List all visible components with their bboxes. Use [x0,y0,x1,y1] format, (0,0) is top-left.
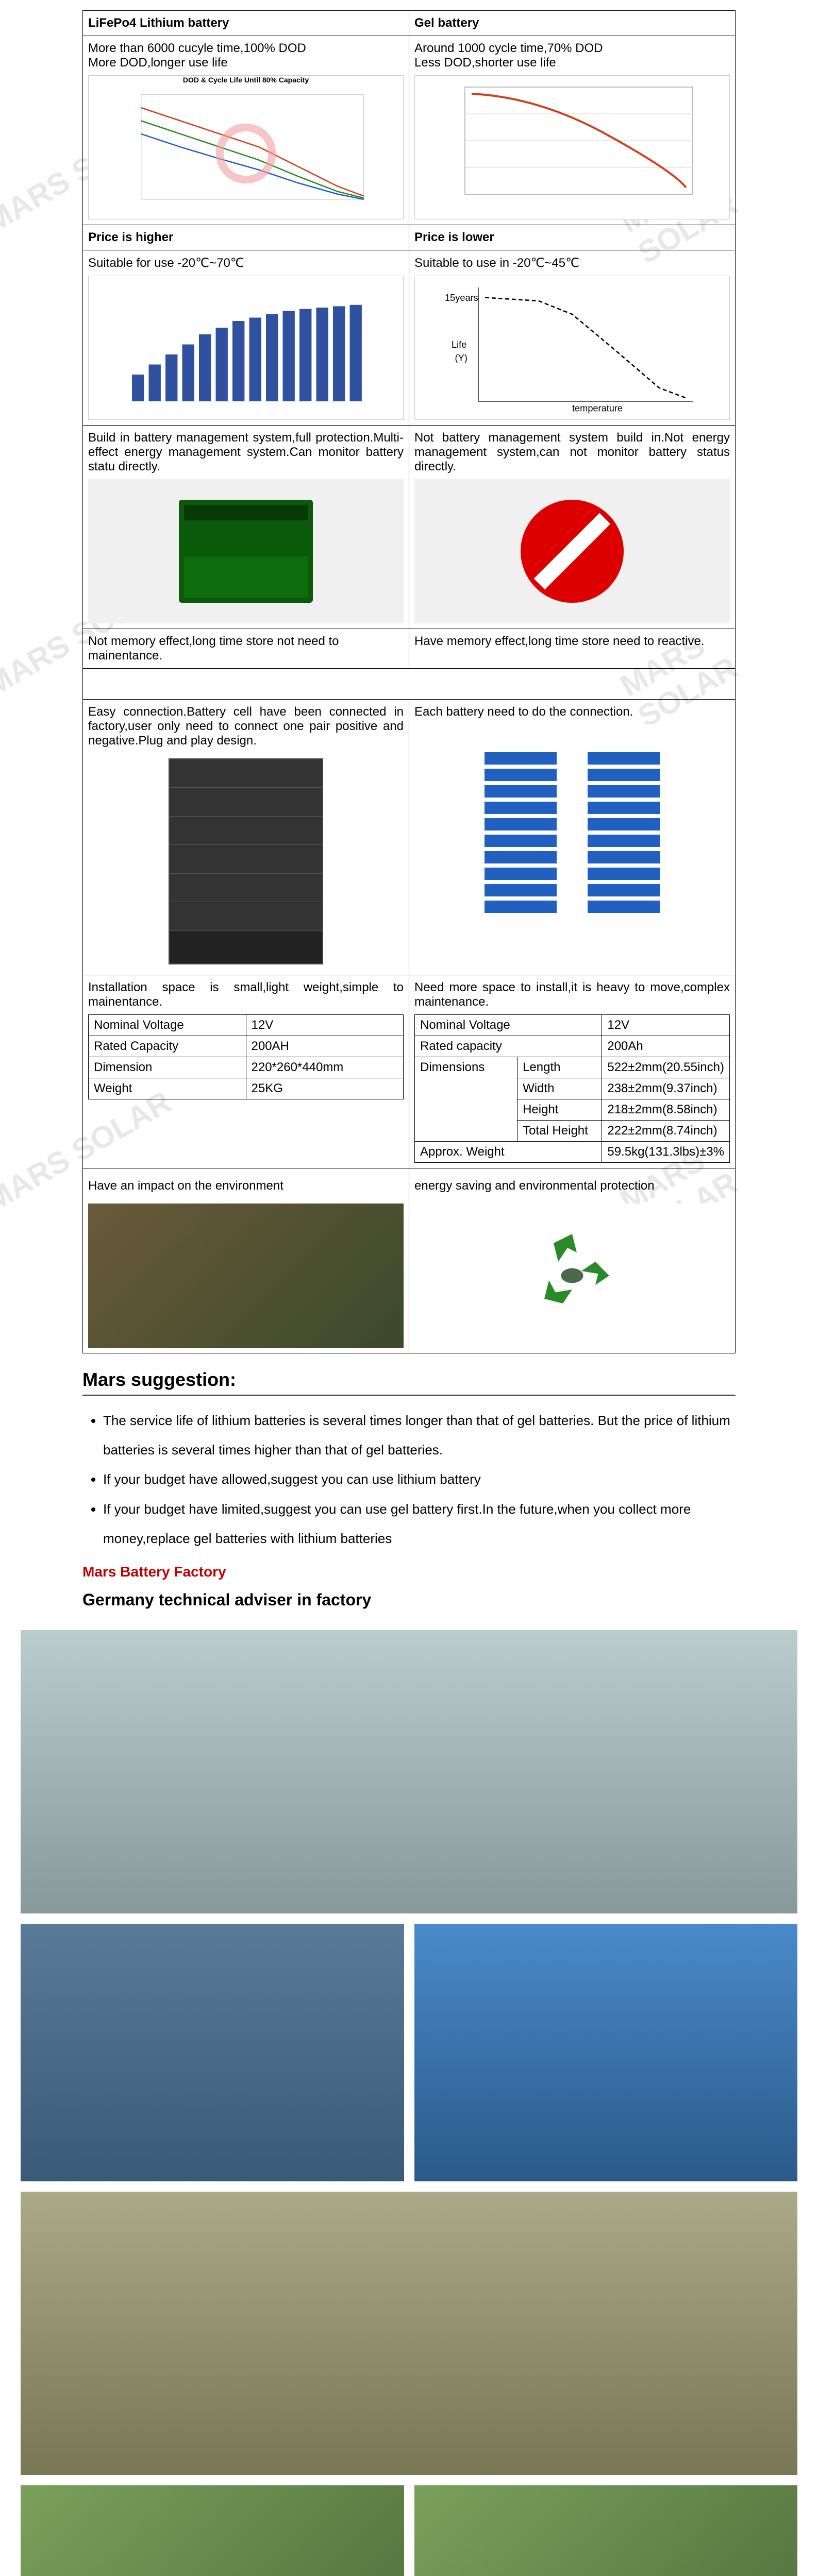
waste-image [88,1204,404,1348]
x-label: temperature [572,403,623,414]
y-label: 15years [445,293,478,303]
temp-right: Suitable to use in -20℃~45℃ 15years Life… [409,250,736,426]
suggestion-item: If your budget have allowed,suggest you … [103,1465,736,1494]
spec-label: Approx. Weight [415,1142,602,1163]
env-left: Have an impact on the environment [83,1168,409,1353]
recycle-icon [526,1229,619,1322]
spec-val: 220*260*440mm [246,1057,404,1078]
spec-label: Nominal Voltage [415,1015,602,1036]
spec-val: 522±2mm(20.55inch) [602,1057,730,1078]
temp-left: Suitable for use -20℃~70℃ [83,250,409,426]
temp-text-left: Suitable for use -20℃~70℃ [88,256,404,270]
dod-chart-svg [89,88,403,219]
factory-subheading: Germany technical adviser in factory [82,1590,736,1609]
connection-right: Each battery need to do the connection. [409,700,736,975]
temp-bar-svg [89,281,403,415]
spec-label: Nominal Voltage [89,1015,246,1036]
spec-label: Weight [89,1078,246,1099]
chart-title: DOD & Cycle Life Until 80% Capacity [183,76,309,84]
factory-photo-1 [21,1630,797,1913]
spec-val: 12V [246,1015,404,1036]
spec-val: 59.5kg(131.3lbs)±3% [602,1142,730,1163]
spec-sublabel: Total Height [517,1121,602,1142]
factory-photo-2 [21,1924,404,2181]
spec-val: 12V [602,1015,730,1036]
lithium-spec-table: Nominal Voltage12V Rated Capacity200AH D… [88,1014,404,1099]
life-unit: (Y) [455,353,468,363]
temp-chart-left [88,276,404,420]
price-left: Price is higher [83,225,409,250]
suggestion-list: The service life of lithium batteries is… [82,1406,736,1553]
spec-label: Dimensions [415,1057,517,1142]
bms-image [88,479,404,623]
suggestion-title: Mars suggestion: [82,1369,736,1396]
spec-label: Rated capacity [415,1036,602,1057]
memory-left: Not memory effect,long time store not ne… [83,629,409,669]
install-text-left: Installation space is small,light weight… [88,980,404,1009]
factory-photo-4 [21,2192,797,2475]
install-right: Need more space to install,it is heavy t… [409,975,736,1168]
spec-label: Rated Capacity [89,1036,246,1057]
spec-sublabel: Height [517,1099,602,1121]
bms-right: Not battery management system build in.N… [409,426,736,629]
price-right: Price is lower [409,225,736,250]
temp-text-right: Suitable to use in -20℃~45℃ [414,256,730,270]
gel-chart-svg [415,80,729,214]
conn-text-left: Easy connection.Battery cell have been c… [88,705,404,748]
env-right: energy saving and environmental protecti… [409,1168,736,1353]
cycle-text-right: Around 1000 cycle time,70% DOD Less DOD,… [414,41,730,70]
cycle-life-gel: Around 1000 cycle time,70% DOD Less DOD,… [409,36,736,225]
spec-val: 200AH [246,1036,404,1057]
rack-image-container [88,753,404,970]
spec-sublabel: Width [517,1078,602,1099]
spec-val: 25KG [246,1078,404,1099]
no-icon [521,500,624,603]
bms-text-left: Build in battery management system,full … [88,431,404,474]
no-bms-image [414,479,730,623]
factory-photo-5 [21,2485,404,2576]
memory-right: Have memory effect,long time store need … [409,629,736,669]
factory-gallery [0,1630,818,2576]
spacer-row [83,669,736,700]
modules-image [414,724,730,941]
spec-val: 238±2mm(9.37inch) [602,1078,730,1099]
connection-left: Easy connection.Battery cell have been c… [83,700,409,975]
col2-header: Gel battery [409,11,736,36]
install-text-right: Need more space to install,it is heavy t… [414,980,730,1009]
dod-cycle-chart: DOD & Cycle Life Until 80% Capacity [88,75,404,219]
gel-cycle-chart [414,75,730,219]
suggestion-item: The service life of lithium batteries is… [103,1406,736,1465]
col1-header: LiFePo4 Lithium battery [83,11,409,36]
cycle-life-lithium: More than 6000 cucyle time,100% DOD More… [83,36,409,225]
spec-val: 200Ah [602,1036,730,1057]
battery-modules-icon [474,742,670,923]
recycle-image [414,1204,730,1348]
battery-rack-icon [169,758,323,964]
comparison-table: LiFePo4 Lithium battery Gel battery More… [82,10,736,1353]
spec-val: 218±2mm(8.58inch) [602,1099,730,1121]
bms-text-right: Not battery management system build in.N… [414,431,730,474]
temp-chart-right: 15years Life (Y) temperature [414,276,730,420]
factory-heading: Mars Battery Factory [82,1564,736,1580]
spec-label: Dimension [89,1057,246,1078]
install-left: Installation space is small,light weight… [83,975,409,1168]
temp-life-svg: 15years Life (Y) temperature [415,281,729,415]
cycle-text-left: More than 6000 cucyle time,100% DOD More… [88,41,404,70]
bms-left: Build in battery management system,full … [83,426,409,629]
conn-text-right: Each battery need to do the connection. [414,705,730,719]
suggestion-item: If your budget have limited,suggest you … [103,1495,736,1553]
spec-val: 222±2mm(8.74inch) [602,1121,730,1142]
bms-board-icon [179,500,313,603]
factory-photo-3 [414,1924,798,2181]
life-label: Life [452,340,466,350]
env-text-left: Have an impact on the environment [88,1174,404,1198]
spec-sublabel: Length [517,1057,602,1078]
factory-photo-6 [414,2485,798,2576]
env-text-right: energy saving and environmental protecti… [414,1174,730,1198]
gel-spec-table: Nominal Voltage12V Rated capacity200Ah D… [414,1014,730,1163]
